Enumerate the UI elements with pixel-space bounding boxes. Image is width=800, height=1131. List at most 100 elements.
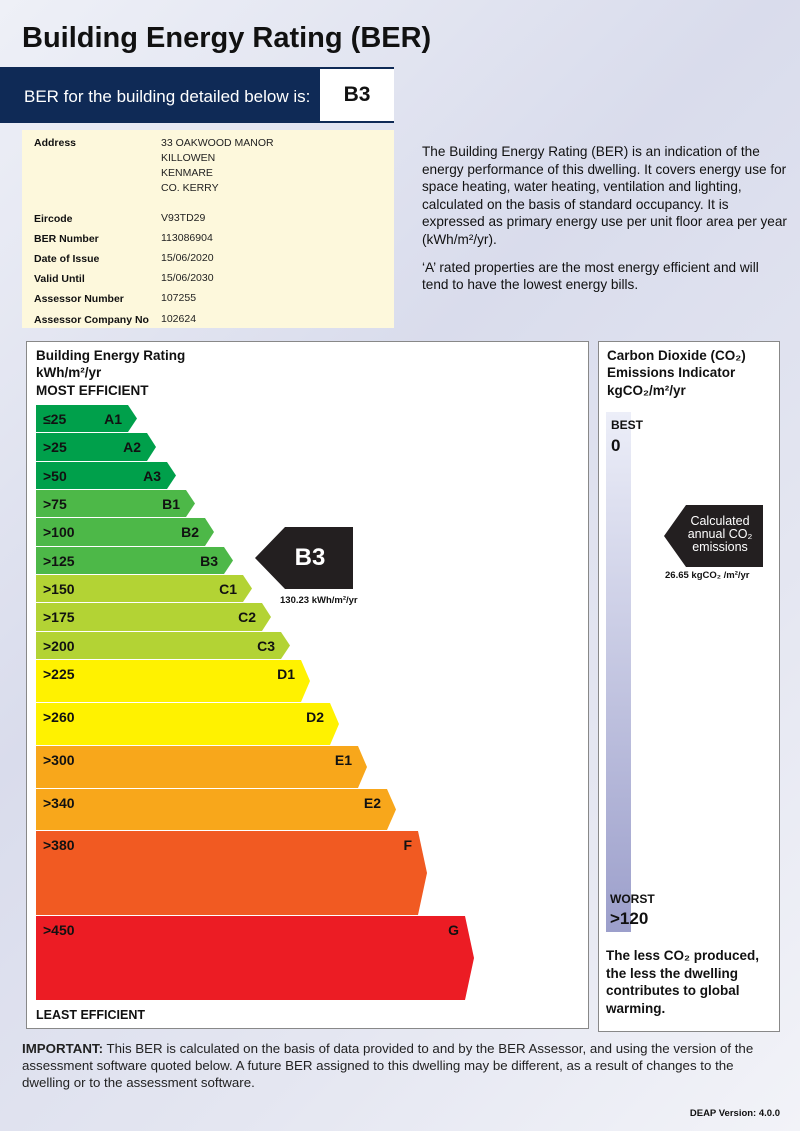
band-range: >380: [43, 837, 75, 853]
rating-band-e1: >300 E1: [36, 746, 367, 788]
co2-pointer-text: Calculated annual CO₂ emissions: [680, 515, 760, 554]
rating-band-c3: >200 C3: [36, 632, 290, 659]
rating-band-b2: >100 B2: [36, 518, 214, 546]
band-range: >75: [43, 496, 67, 512]
address-line: KENMARE: [161, 167, 213, 179]
band-shape: [36, 632, 290, 659]
band-range: >300: [43, 752, 75, 768]
rating-band-a1: ≤25 A1: [36, 405, 137, 432]
band-grade: E1: [334, 752, 352, 768]
address-label: Address: [34, 137, 77, 149]
band-grade: E2: [363, 795, 381, 811]
eircode-value: V93TD29: [161, 212, 206, 224]
valid-until-label: Valid Until: [34, 273, 85, 285]
date-of-issue-value: 15/06/2020: [161, 252, 214, 264]
address-line: 33 OAKWOOD MANOR: [161, 137, 274, 149]
rating-band-d1: >225 D1: [36, 660, 310, 702]
scale-heading: Building Energy Rating: [36, 348, 186, 363]
band-grade: G: [448, 922, 459, 938]
band-range: >125: [43, 553, 75, 569]
rating-band-e2: >340 E2: [36, 789, 396, 830]
band-shape: [36, 789, 396, 830]
co2-pointer-line: annual CO₂: [687, 527, 753, 541]
important-text: This BER is calculated on the basis of d…: [22, 1041, 754, 1090]
band-grade: D1: [277, 666, 295, 682]
co2-best-label: BEST: [611, 418, 644, 432]
band-shape: [36, 660, 310, 702]
valid-until-value: 15/06/2030: [161, 272, 214, 284]
important-notice: IMPORTANT: This BER is calculated on the…: [22, 1040, 782, 1091]
scale-units: kWh/m²/yr: [36, 365, 102, 380]
ber-banner: BER for the building detailed below is: …: [0, 67, 394, 123]
banner-text: BER for the building detailed below is:: [24, 87, 311, 106]
rating-band-c1: >150 C1: [36, 575, 252, 602]
band-grade: B3: [200, 553, 218, 569]
band-grade: C3: [257, 638, 275, 654]
address-line: CO. KERRY: [161, 182, 219, 194]
band-grade: D2: [306, 709, 324, 725]
band-range: >150: [43, 581, 75, 597]
co2-value: 26.65 kgCO₂ /m²/yr: [665, 570, 750, 581]
band-range: >175: [43, 609, 75, 625]
band-range: >450: [43, 922, 75, 938]
band-shape: [36, 405, 137, 432]
eircode-label: Eircode: [34, 213, 73, 225]
rating-band-b1: >75 B1: [36, 490, 195, 517]
band-range: >200: [43, 638, 75, 654]
assessor-company-value: 102624: [161, 313, 197, 325]
intro-paragraph: ‘A’ rated properties are the most energy…: [422, 259, 759, 293]
rating-pointer-arrow: [255, 527, 353, 589]
band-shape: [36, 433, 156, 461]
rating-band-d2: >260 D2: [36, 703, 339, 745]
band-grade: F: [403, 837, 412, 853]
band-shape: [36, 746, 367, 788]
band-shape: [36, 462, 176, 489]
rating-pointer-value: 130.23 kWh/m²/yr: [280, 595, 358, 606]
band-grade: A2: [123, 439, 141, 455]
rating-pointer-grade: B3: [294, 544, 326, 571]
rating-band-c2: >175 C2: [36, 603, 271, 631]
band-range: ≤25: [43, 411, 67, 427]
band-grade: B1: [162, 496, 180, 512]
assessor-number-value: 107255: [161, 292, 197, 304]
ber-number-value: 113086904: [161, 232, 213, 244]
band-shape: [36, 916, 474, 1000]
band-range: >50: [43, 468, 67, 484]
details-panel: Address 33 OAKWOOD MANOR KILLOWEN KENMAR…: [22, 130, 394, 328]
co2-heading-2: Emissions Indicator: [607, 365, 736, 380]
band-range: >340: [43, 795, 75, 811]
banner-rating: B3: [320, 69, 394, 121]
band-shape: [36, 490, 195, 517]
rating-band-g: >450 G: [36, 916, 474, 1000]
co2-pointer-line: emissions: [692, 540, 748, 554]
band-grade: A1: [104, 411, 122, 427]
co2-footnote: The less CO₂ produced, the less the dwel…: [606, 948, 760, 1016]
most-efficient-label: MOST EFFICIENT: [36, 383, 149, 398]
important-label: IMPORTANT:: [22, 1041, 104, 1056]
assessor-number-label: Assessor Number: [34, 293, 124, 305]
rating-band-a3: >50 A3: [36, 462, 176, 489]
band-shape: [36, 703, 339, 745]
assessor-company-label: Assessor Company No: [34, 314, 149, 326]
co2-units: kgCO₂/m²/yr: [607, 383, 686, 398]
deap-version: DEAP Version: 4.0.0: [689, 1108, 780, 1119]
band-grade: C2: [238, 609, 256, 625]
co2-heading: Carbon Dioxide (CO₂): [607, 348, 746, 363]
rating-band-b3: >125 B3: [36, 547, 233, 574]
co2-best-value: 0: [611, 436, 621, 455]
intro-text: The Building Energy Rating (BER) is an i…: [422, 143, 787, 304]
band-shape: [36, 603, 271, 631]
date-of-issue-label: Date of Issue: [34, 253, 100, 265]
band-range: >260: [43, 709, 75, 725]
band-range: >100: [43, 524, 75, 540]
co2-worst-label: WORST: [610, 892, 655, 906]
co2-pointer-line: Calculated: [690, 514, 750, 528]
co2-worst-value: >120: [610, 909, 649, 928]
band-shape: [36, 518, 214, 546]
band-shape: [36, 575, 252, 602]
page-title: Building Energy Rating (BER): [22, 22, 432, 54]
band-range: >25: [43, 439, 67, 455]
ber-number-label: BER Number: [34, 233, 99, 245]
band-range: >225: [43, 666, 75, 682]
intro-paragraph: The Building Energy Rating (BER) is an i…: [422, 144, 787, 247]
